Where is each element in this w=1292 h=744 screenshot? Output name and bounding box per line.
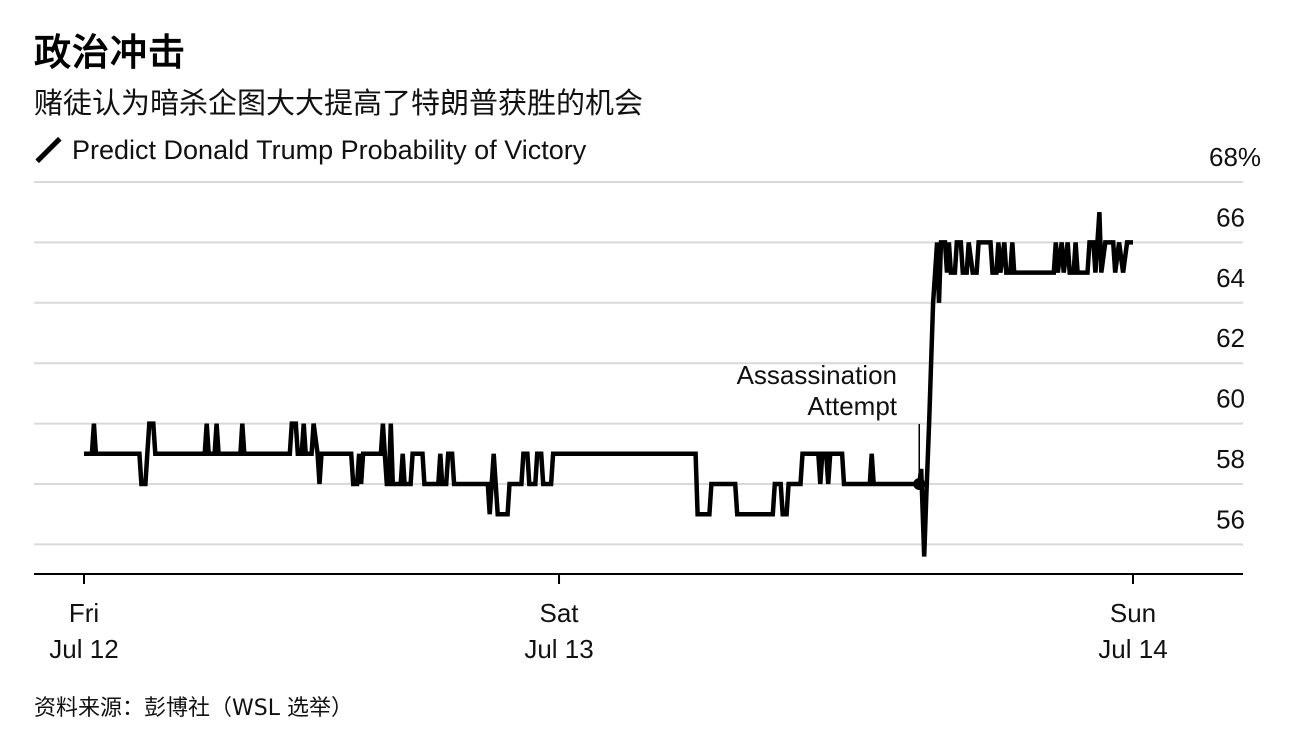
annotation-label-line1: Assassination: [737, 360, 897, 390]
series-line-0: [84, 212, 1133, 557]
y-axis: 56 58 60 62 64 66 68%: [1209, 142, 1261, 534]
grid-lines: [34, 181, 1243, 546]
x-tick-label-top-2: Sun: [1110, 598, 1156, 628]
y-tick-label-66: 66: [1216, 202, 1245, 232]
x-axis: Fri Jul 12 Sat Jul 13 Sun Jul 14: [34, 573, 1243, 664]
x-tick-label-top-0: Fri: [69, 598, 99, 628]
chart-title: 政治冲击: [34, 31, 186, 74]
y-tick-label-60: 60: [1216, 384, 1245, 414]
y-tick-label-64: 64: [1216, 263, 1245, 293]
y-tick-label-56: 56: [1216, 504, 1245, 534]
legend: Predict Donald Trump Probability of Vict…: [34, 133, 586, 167]
x-tick-label-bottom-0: Jul 12: [49, 634, 118, 664]
x-tick-label-top-1: Sat: [540, 598, 580, 628]
legend-label: Predict Donald Trump Probability of Vict…: [72, 134, 587, 165]
annotation-label-line2: Attempt: [807, 391, 897, 421]
chart-subtitle: 赌徒认为暗杀企图大大提高了特朗普获胜的机会: [34, 86, 644, 120]
x-tick-label-bottom-1: Jul 13: [524, 634, 593, 664]
source-note: 资料来源：彭博社（WSL 选举）: [34, 696, 353, 721]
x-tick-label-bottom-2: Jul 14: [1098, 634, 1167, 664]
series-layer: [84, 212, 1133, 557]
y-tick-label-68: 68%: [1209, 142, 1261, 172]
y-tick-label-62: 62: [1216, 323, 1245, 353]
y-tick-label-58: 58: [1216, 444, 1245, 474]
